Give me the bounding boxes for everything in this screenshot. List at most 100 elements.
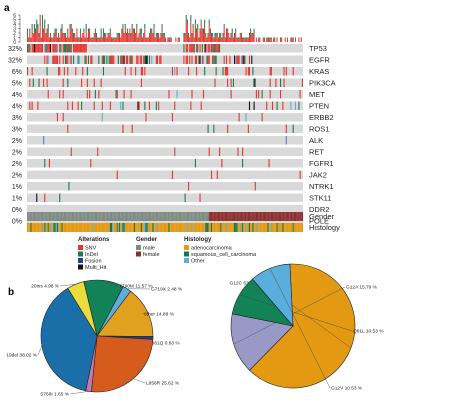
alteration-mark [47, 90, 49, 99]
count-bar-snv [155, 36, 157, 42]
count-bar-snv [85, 31, 87, 42]
count-bar-snv [259, 39, 261, 42]
histology-cell [277, 223, 279, 232]
gender-cell [117, 212, 120, 221]
count-bar-indel [267, 37, 269, 40]
histology-cell [31, 223, 33, 232]
histology-cell [267, 223, 269, 232]
histology-cell [50, 223, 52, 232]
count-bar-snv [250, 31, 252, 42]
alteration-mark [148, 101, 150, 110]
histology-cell [84, 223, 86, 232]
alteration-mark [174, 67, 176, 76]
gender-cell [86, 212, 88, 221]
gender-cell [73, 212, 75, 221]
histology-cell [171, 223, 174, 232]
alteration-mark [68, 182, 70, 191]
count-bar-snv [50, 36, 52, 42]
alteration-mark [76, 44, 78, 53]
gender-cell [276, 212, 278, 221]
histology-cell [33, 223, 36, 232]
alteration-mark [197, 44, 199, 53]
histology-cell [94, 223, 97, 232]
alteration-mark [69, 44, 71, 53]
alteration-mark [79, 44, 81, 53]
histology-cell [127, 223, 129, 232]
count-bar-indel [234, 33, 236, 37]
alteration-mark [38, 44, 40, 53]
alteration-mark [54, 44, 56, 53]
alteration-mark [29, 101, 31, 110]
count-bar-snv [58, 37, 60, 42]
count-bar-snv [55, 31, 57, 42]
histology-cell [147, 223, 149, 232]
alteration-mark [142, 67, 144, 76]
count-bar-indel [98, 37, 100, 40]
histology-cell [82, 223, 84, 232]
pie-leader-line [69, 391, 89, 395]
gender-cell [206, 212, 208, 221]
alteration-mark [44, 159, 46, 168]
count-bar-snv [280, 39, 282, 42]
alteration-mark [227, 78, 229, 87]
gender-cell [216, 212, 218, 221]
gender-cell [28, 212, 30, 221]
histology-cell [269, 223, 271, 232]
alteration-mark [85, 44, 87, 53]
alteration-mark [53, 55, 55, 64]
count-bar-indel [225, 28, 227, 30]
alteration-mark [50, 44, 52, 53]
count-bar-snv [101, 39, 103, 42]
alteration-mark [191, 55, 193, 64]
count-bar-indel [96, 33, 98, 38]
row-background-ros1 [27, 124, 303, 133]
alteration-mark [38, 78, 40, 87]
gender-cell [92, 212, 94, 221]
count-bar-indel [239, 33, 241, 36]
count-bar-snv [165, 38, 167, 42]
gender-cell [201, 212, 203, 221]
histology-cell [179, 223, 182, 232]
gender-cell [184, 212, 186, 221]
alteration-mark [104, 55, 106, 64]
histology-cell [81, 223, 83, 232]
alteration-mark [268, 159, 270, 168]
histology-cell [67, 223, 69, 232]
histology-cell [230, 223, 232, 232]
alteration-mark [237, 147, 239, 156]
alteration-mark [190, 44, 192, 53]
count-bar-snv [28, 39, 30, 42]
gender-cell [294, 212, 297, 221]
gender-cell [90, 212, 92, 221]
gender-cell [150, 212, 152, 221]
alteration-mark [174, 147, 176, 156]
alteration-mark [176, 90, 178, 99]
histology-cell [120, 223, 122, 232]
gender-cell [217, 212, 220, 221]
alteration-mark [47, 55, 49, 64]
count-bar-indel [204, 19, 206, 28]
histology-cell [274, 223, 276, 232]
alteration-mark [251, 55, 253, 64]
gender-cell [220, 212, 222, 221]
gender-cell [115, 212, 117, 221]
gender-cell [152, 212, 154, 221]
alteration-mark [98, 90, 100, 99]
count-bar-snv [263, 38, 265, 42]
alteration-mark [215, 67, 217, 76]
histology-cell [45, 223, 47, 232]
alteration-mark [59, 44, 61, 53]
gender-cell [66, 212, 68, 221]
alteration-mark [209, 44, 211, 53]
gender-cell [87, 212, 90, 221]
count-bar-indel [58, 33, 60, 38]
gender-cell [76, 212, 78, 221]
count-bar-indel [146, 37, 148, 39]
histology-cell [204, 223, 206, 232]
gender-cell [127, 212, 129, 221]
count-bar-indel [89, 28, 91, 31]
gender-cell [246, 212, 248, 221]
count-bar-indel [294, 37, 296, 40]
alteration-mark [137, 55, 139, 64]
gender-cell [63, 212, 65, 221]
